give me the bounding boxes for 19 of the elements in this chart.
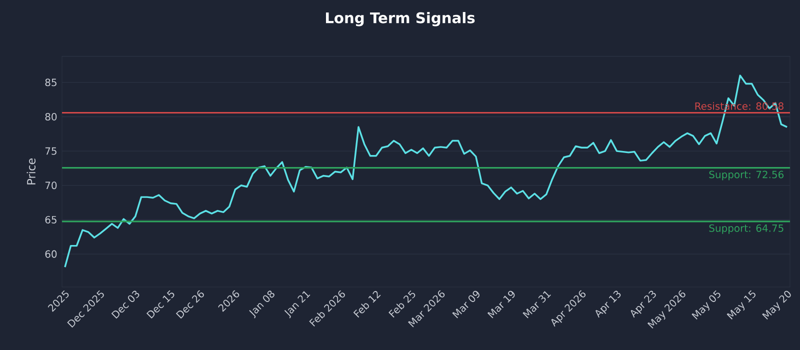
x-tick-label: Apr 23: [630, 290, 656, 318]
y-tick-label: 70: [45, 182, 57, 190]
x-tick-label: Apr 13: [596, 290, 621, 318]
x-tick-label: Dec 26: [176, 290, 204, 319]
x-tick-label: Feb 25: [388, 290, 416, 318]
chart-title: Long Term Signals: [326, 12, 475, 26]
ref-line-label: Support: 72.56: [709, 170, 784, 180]
ref-line-label: Support: 64.75: [709, 224, 784, 234]
x-tick-label: Dec 15: [146, 290, 174, 319]
y-tick-label: 80: [45, 112, 57, 121]
y-axis-title: Price: [26, 158, 36, 184]
x-tick-label: Feb 12: [353, 290, 381, 318]
y-tick-label: 75: [45, 147, 56, 155]
y-tick-label: 85: [45, 78, 56, 86]
x-tick-label: Dec 03: [111, 290, 140, 319]
x-tick-label: Jan 21: [284, 291, 310, 318]
x-tick-label: Jan 08: [249, 290, 274, 318]
y-tick-label: 60: [45, 250, 57, 258]
y-tick-label: 65: [45, 216, 56, 224]
